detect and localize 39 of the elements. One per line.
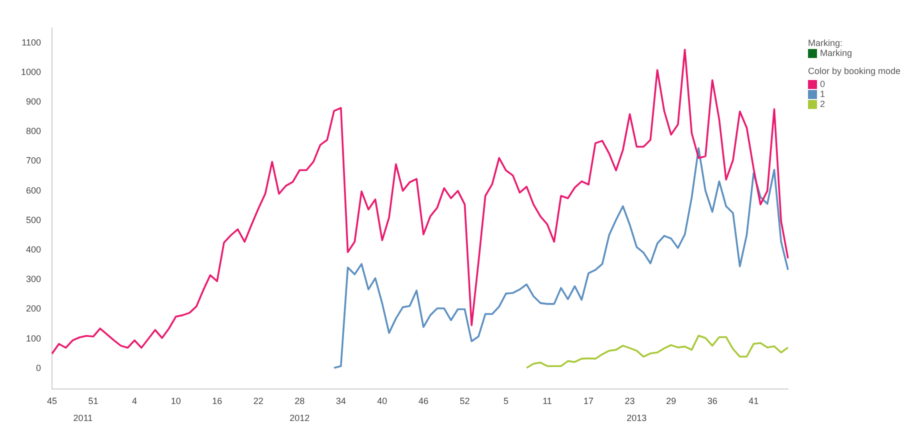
x-tick-label: 52 [460, 396, 470, 406]
legend-title: Color by booking mode [808, 66, 902, 76]
y-tick-label: 900 [26, 96, 42, 106]
x-tick-label: 40 [377, 396, 388, 406]
y-tick-label: 500 [26, 214, 42, 225]
x-tick-label: 5 [503, 396, 508, 406]
x-tick-label: 29 [666, 396, 676, 406]
y-tick-label: 0 [36, 362, 42, 373]
x-tick-label: 36 [707, 396, 718, 406]
x-tick-label: 34 [336, 396, 346, 406]
x-tick-label: 10 [170, 396, 181, 406]
y-tick-label: 800 [26, 126, 42, 136]
y-tick-label: 100 [26, 333, 42, 344]
text: Marking [820, 48, 852, 58]
y-tick-label: 300 [26, 274, 42, 284]
x-tick-label: 51 [88, 396, 98, 406]
legend-label: 2 [820, 99, 826, 109]
text: 2012 [290, 412, 310, 423]
y-tick-label: 1000 [20, 66, 42, 77]
x-tick-label: 23 [624, 396, 635, 406]
y-tick-label: 400 [26, 244, 42, 255]
x-tick-label: 45 [47, 396, 58, 406]
x-tick-label: 4 [132, 396, 138, 406]
y-tick-label: 1100 [22, 37, 42, 48]
text: Marking: [808, 38, 844, 48]
y-tick-label: 700 [26, 156, 42, 166]
x-tick-label: 46 [418, 396, 428, 406]
x-tick-label: 22 [253, 396, 264, 406]
text: 2013 [626, 412, 647, 423]
legend-label: 0 [820, 79, 826, 89]
x-tick-label: 41 [748, 396, 759, 406]
x-tick-label: 17 [584, 396, 594, 406]
y-tick-label: 600 [26, 185, 42, 196]
x-tick-label: 11 [542, 396, 552, 406]
x-tick-label: 16 [212, 396, 222, 406]
legend-label: 1 [820, 89, 826, 99]
text: 2011 [73, 412, 93, 423]
x-tick-label: 28 [294, 396, 305, 406]
y-tick-label: 200 [26, 304, 42, 314]
